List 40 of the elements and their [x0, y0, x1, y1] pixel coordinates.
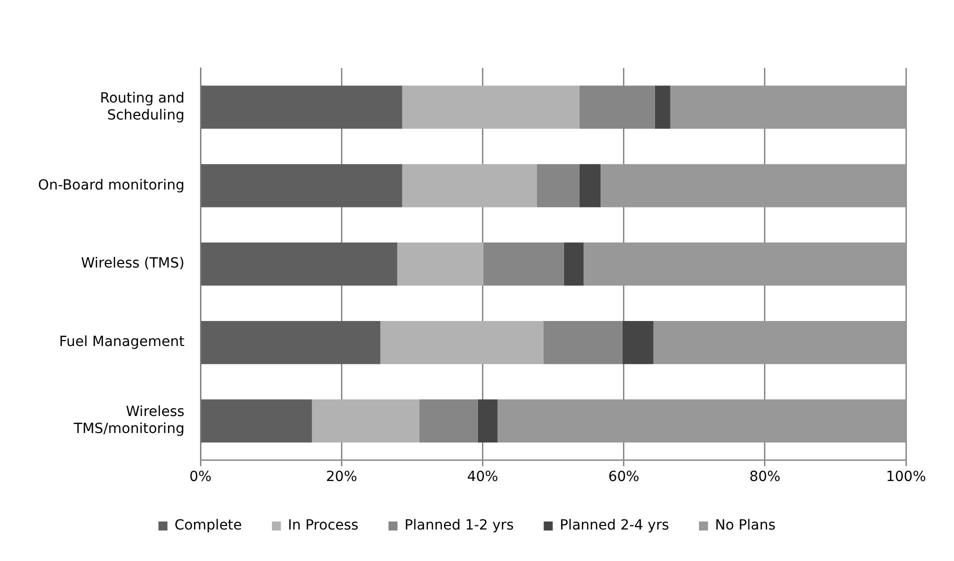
bar — [201, 164, 402, 208]
y-tick-label: Wireless TMS/monitoring — [72, 404, 184, 438]
bar — [201, 86, 402, 129]
bar — [537, 164, 580, 208]
y-tick-label: On-Board monitoring — [38, 177, 184, 194]
bar — [201, 242, 398, 286]
legend-label: In Process — [288, 518, 358, 534]
bar — [622, 320, 654, 364]
bar — [600, 164, 906, 208]
legend-label: Planned 2-4 yrs — [560, 518, 669, 534]
x-tick-label: 60% — [608, 469, 640, 486]
bar — [497, 399, 906, 443]
y-tick-label: Wireless (TMS) — [81, 256, 184, 272]
bar — [312, 399, 420, 443]
bar — [653, 320, 906, 364]
x-tick-label: 80% — [749, 469, 780, 486]
bar — [654, 86, 670, 129]
bar — [201, 399, 312, 443]
y-tick-label: Routing and Scheduling — [100, 90, 184, 124]
legend-label: Planned 1-2 yrs — [404, 518, 514, 534]
y-tick-label: Fuel Management — [59, 334, 185, 350]
bar — [402, 86, 580, 129]
bar — [670, 86, 906, 129]
bar — [478, 399, 498, 443]
legend-label: Complete — [174, 518, 242, 534]
bar — [419, 399, 478, 443]
bar — [397, 242, 484, 286]
x-tick-label: 40% — [467, 469, 498, 486]
bar — [543, 320, 622, 364]
x-tick-label: 20% — [326, 469, 358, 486]
bar — [584, 242, 906, 286]
legend-label: No Plans — [714, 518, 776, 534]
bar — [201, 320, 380, 364]
bar — [402, 164, 538, 208]
bar — [564, 242, 584, 286]
bar — [380, 320, 544, 364]
x-tick-label: 0% — [189, 469, 212, 486]
x-tick-label: 100% — [886, 469, 926, 486]
bar — [483, 242, 564, 286]
bar — [579, 164, 601, 208]
